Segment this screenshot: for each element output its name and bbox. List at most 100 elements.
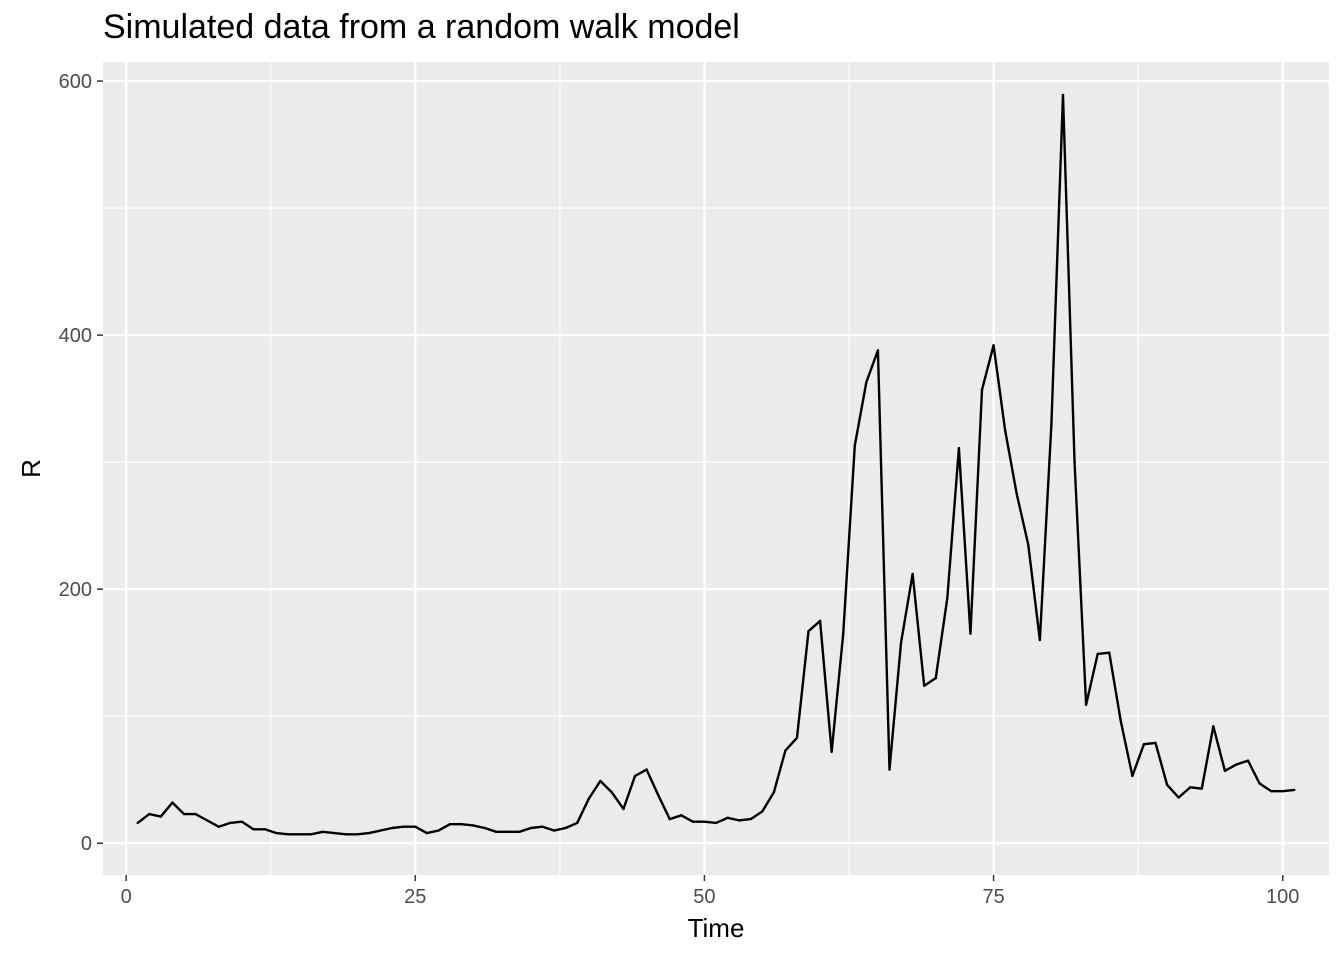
data-point [148, 812, 151, 816]
data-point [333, 831, 336, 835]
y-tick-label: 600 [59, 71, 92, 93]
data-point [865, 380, 868, 384]
data-point [217, 825, 220, 828]
data-point [275, 831, 278, 835]
data-point [1235, 763, 1238, 766]
data-point [541, 825, 544, 828]
data-point [761, 810, 764, 813]
data-point [518, 830, 521, 834]
data-point [633, 774, 637, 778]
data-point [610, 791, 614, 794]
data-point [252, 828, 255, 831]
data-point [1189, 786, 1192, 789]
data-point [1027, 543, 1030, 546]
data-point [1154, 741, 1157, 745]
data-point [934, 676, 937, 680]
data-point [1223, 769, 1227, 773]
data-point [402, 825, 405, 828]
data-point [483, 826, 486, 830]
data-point [182, 812, 186, 816]
data-point [576, 821, 579, 825]
data-point [1142, 742, 1146, 746]
x-axis-title: Time [688, 913, 745, 943]
data-point [691, 820, 695, 823]
data-point [714, 821, 718, 825]
data-point [645, 768, 648, 771]
data-point [344, 833, 348, 836]
data-point [1246, 759, 1250, 762]
data-point [957, 446, 961, 450]
y-axis-title: R [16, 459, 46, 478]
data-point [321, 830, 324, 834]
data-point [1119, 720, 1123, 723]
y-tick-label: 0 [81, 833, 92, 855]
data-point [506, 830, 510, 834]
data-point [1293, 788, 1296, 792]
y-tick-label: 200 [59, 579, 92, 601]
data-point [980, 388, 984, 391]
data-point [922, 684, 926, 687]
data-point [853, 444, 856, 447]
data-point [807, 629, 810, 633]
data-point [495, 830, 498, 834]
data-point [842, 632, 845, 635]
data-point [599, 779, 602, 783]
data-point [205, 819, 209, 822]
data-point [1131, 774, 1134, 778]
y-tick-label: 400 [59, 325, 92, 347]
data-point [414, 825, 417, 828]
data-point [309, 833, 313, 836]
data-point [703, 820, 706, 823]
data-point [911, 572, 914, 576]
data-point [448, 822, 452, 826]
data-point [1003, 429, 1007, 432]
data-point [888, 768, 891, 771]
data-point [1200, 787, 1203, 790]
data-point [992, 344, 995, 347]
x-tick-label: 25 [404, 886, 426, 908]
minor-gridlines [103, 62, 1329, 875]
data-point [552, 829, 556, 832]
data-point [379, 829, 382, 832]
data-point [194, 812, 197, 816]
x-axis: 0 25 50 75 100 [121, 875, 1299, 908]
x-tick-label: 50 [693, 886, 715, 908]
data-point [229, 821, 232, 825]
data-point [726, 816, 729, 820]
data-point [818, 619, 822, 623]
data-point [1212, 725, 1215, 728]
data-point [587, 797, 590, 800]
data-point [425, 831, 429, 835]
data-point [622, 807, 625, 811]
data-point [529, 826, 533, 830]
data-point [1177, 796, 1180, 799]
data-point [1258, 782, 1261, 785]
data-point [367, 831, 371, 835]
data-point [899, 641, 903, 644]
data-point [1108, 651, 1111, 654]
chart-title: Simulated data from a random walk model [103, 8, 740, 46]
data-point [830, 750, 833, 753]
data-point [159, 815, 163, 818]
data-point [263, 828, 267, 831]
data-point [471, 824, 475, 827]
y-axis: 0 200 400 600 [59, 71, 103, 855]
data-point [171, 801, 174, 804]
x-tick-label: 0 [121, 886, 132, 908]
data-point [1050, 422, 1053, 426]
data-point [286, 833, 290, 836]
data-point [680, 814, 683, 817]
data-point [1269, 789, 1273, 793]
data-point [656, 793, 660, 797]
data-point [969, 632, 972, 635]
x-tick-label: 75 [982, 886, 1004, 908]
data-point [737, 819, 741, 822]
data-point [564, 826, 567, 830]
data-point [390, 826, 394, 830]
plot-panel [103, 62, 1329, 875]
data-point [240, 820, 243, 823]
data-point [1096, 652, 1099, 656]
data-point [1084, 703, 1088, 706]
data-point [298, 833, 301, 836]
